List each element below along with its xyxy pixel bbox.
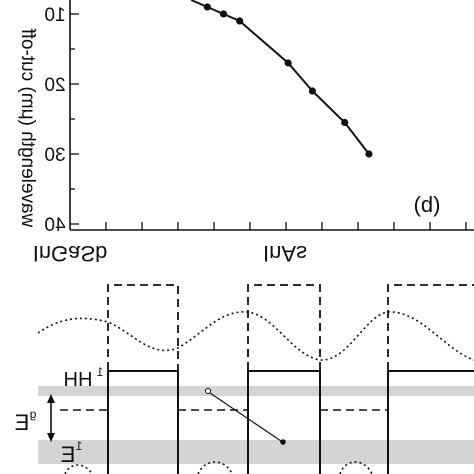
x-tick-label-ingasb: InGaSb (33, 241, 108, 266)
data-point (203, 3, 211, 11)
gap-label: E g (15, 407, 37, 435)
y-tick-labels: 10 20 30 40 (44, 5, 65, 236)
data-point (308, 87, 316, 95)
hh1-label: HH 1 (64, 365, 104, 391)
e1-label: E 1 (61, 439, 83, 467)
data-point (236, 17, 244, 25)
gap-label-sub: g (30, 407, 37, 421)
bottom-panel: HH 1 E g E 1 (15, 284, 474, 474)
y-tick-label-20: 20 (44, 75, 65, 96)
transition-arrow (205, 388, 286, 445)
panel-label: (b) (414, 192, 441, 217)
e1-label-main: E (61, 442, 76, 467)
data-point (365, 150, 373, 158)
y-axis-label: wavelength (μm) cut-off (17, 28, 38, 228)
valence-band-shading (38, 386, 474, 396)
lower-dotted-humps (64, 461, 373, 474)
y-tick-label-10: 10 (44, 5, 65, 26)
dotted-wavefunction (37, 311, 474, 361)
axis-ticks (70, 13, 467, 230)
series-line (190, 0, 370, 155)
e1-label-sub: 1 (75, 439, 82, 453)
gap-label-main: E (15, 410, 30, 435)
data-point (219, 10, 228, 18)
hh1-label-sub: 1 (96, 365, 103, 379)
y-tick-label-40: 40 (44, 215, 65, 236)
data-point (341, 118, 349, 127)
hh1-levels (107, 370, 474, 474)
data-point (284, 59, 292, 67)
hh1-label-main: HH (64, 369, 93, 391)
x-tick-label-inas: InAs (263, 241, 307, 266)
gap-arrow (47, 394, 55, 442)
conduction-band-shading (38, 440, 474, 464)
y-tick-label-30: 30 (44, 145, 65, 166)
series-points (203, 3, 373, 158)
top-panel: 10 20 30 40 wavelength (μm) cut-off (b) … (17, 0, 474, 266)
